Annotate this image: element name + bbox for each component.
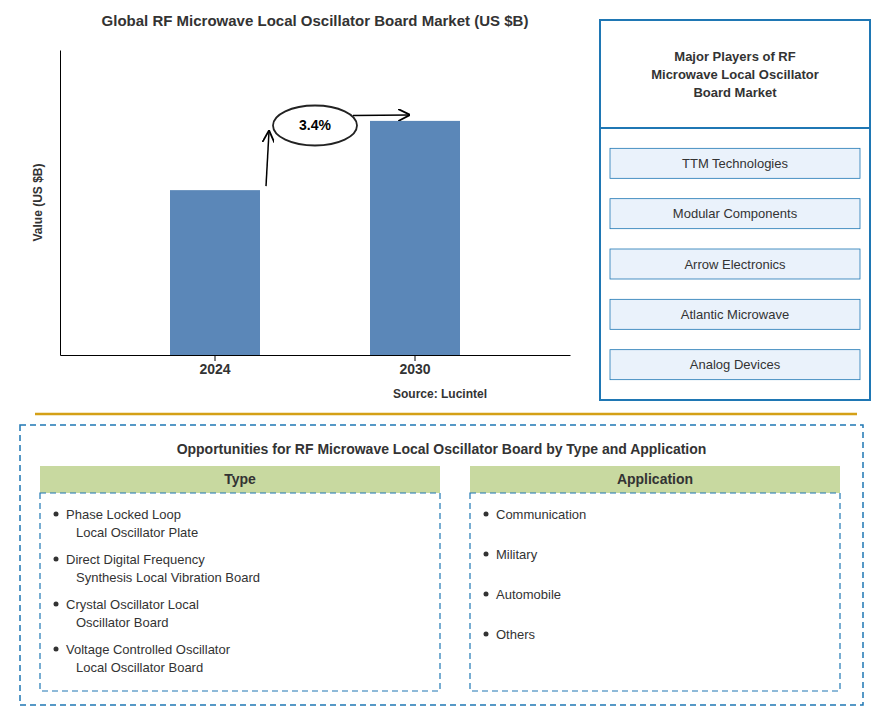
bullet — [484, 552, 489, 557]
y-axis-line — [60, 51, 61, 356]
annotation: 3.4% — [299, 117, 331, 133]
player-name: Arrow Electronics — [684, 257, 786, 272]
column-box — [470, 493, 840, 691]
column-header-text: Type — [224, 471, 256, 487]
y-axis-title: Value (US $B) — [31, 163, 45, 241]
bullet — [484, 512, 489, 517]
bullet — [484, 592, 489, 597]
annotation-ellipse — [273, 106, 357, 146]
player-box — [610, 148, 860, 178]
bullet — [54, 602, 59, 607]
column-header — [470, 466, 840, 493]
x-axis: 2024 2030 — [61, 355, 571, 377]
type-item: Local Oscillator Plate — [76, 525, 198, 540]
type-item: Synthesis Local Vibration Board — [76, 570, 260, 585]
players-title: Major Players of RFMicrowave Local Oscil… — [651, 49, 819, 100]
bullet — [484, 632, 489, 637]
y-axis — [60, 51, 61, 356]
bar — [170, 190, 260, 355]
players-title-box — [600, 20, 870, 128]
player-name: Analog Devices — [690, 357, 781, 372]
player-box — [610, 199, 860, 229]
bullet — [54, 557, 59, 562]
bullet — [54, 512, 59, 517]
bar — [370, 121, 460, 355]
type-item: Voltage Controlled Oscillator — [66, 642, 231, 657]
bullet — [54, 647, 59, 652]
column-box — [40, 493, 440, 691]
x-tick: 2024 — [199, 355, 230, 377]
player-name: TTM Technologies — [682, 156, 788, 171]
players-panel — [600, 20, 870, 400]
opportunities-frame — [20, 425, 863, 705]
bars — [170, 121, 460, 355]
opportunities-title: Opportunities for RF Microwave Local Osc… — [177, 441, 707, 457]
type-item: Crystal Oscillator Local — [66, 597, 199, 612]
application-item: Automobile — [496, 587, 561, 602]
type-item: Phase Locked Loop — [66, 507, 181, 522]
x-tick-label: 2024 — [199, 361, 230, 377]
player-box — [610, 249, 860, 279]
page: Global RF Microwave Local Oscillator Boa… — [0, 0, 883, 713]
application-item: Others — [496, 627, 536, 642]
type-item: Direct Digital Frequency — [66, 552, 205, 567]
player-name: Atlantic Microwave — [681, 307, 789, 322]
x-tick: 2030 — [399, 355, 430, 377]
column-header-text: Application — [617, 471, 693, 487]
x-axis-line — [61, 355, 571, 356]
annotation-arrow — [353, 114, 409, 116]
divider — [35, 413, 857, 416]
source: Source: Lucintel — [393, 387, 487, 401]
x-tick-label: 2030 — [399, 361, 430, 377]
player-box — [610, 299, 860, 329]
column-header — [40, 466, 440, 493]
annotation-arrow — [266, 132, 269, 187]
type-item: Local Oscillator Board — [76, 660, 203, 675]
chart-title: Global RF Microwave Local Oscillator Boa… — [102, 12, 529, 29]
type-item: Oscillator Board — [76, 615, 168, 630]
application-item: Communication — [496, 507, 586, 522]
player-box — [610, 350, 860, 380]
application-item: Military — [496, 547, 538, 562]
player-name: Modular Components — [673, 206, 798, 221]
